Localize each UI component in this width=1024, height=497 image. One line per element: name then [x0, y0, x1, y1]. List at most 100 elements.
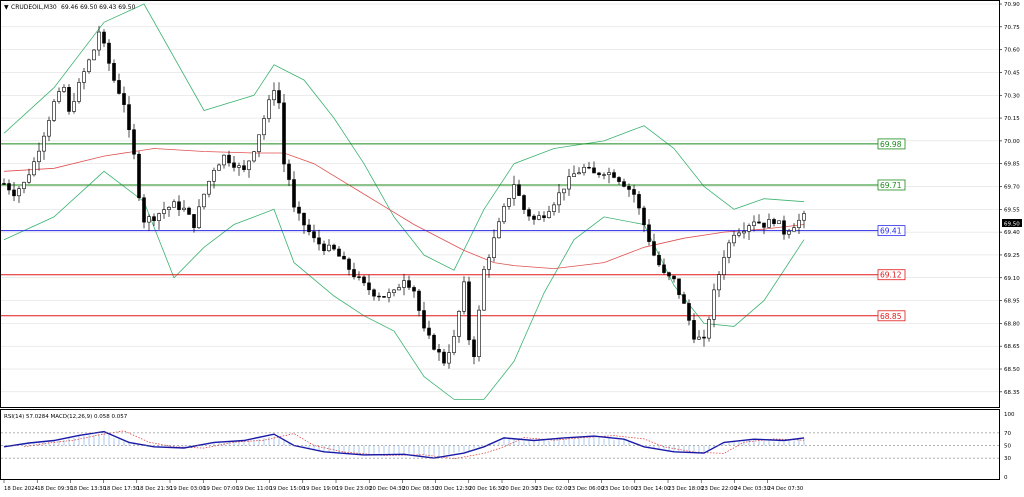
- candle-body: [727, 242, 731, 258]
- candle-body: [432, 334, 436, 350]
- candle-body: [227, 154, 231, 164]
- candle-body: [42, 135, 46, 152]
- level-label-box: [877, 310, 906, 322]
- candle-body: [622, 181, 626, 187]
- candle-body: [647, 224, 651, 242]
- time-axis-label: 23 Dec 22:00: [701, 486, 737, 492]
- current-price-value: 69.50: [1004, 222, 1020, 228]
- candle-body: [712, 289, 716, 320]
- candle-body: [262, 118, 266, 136]
- level-label-box: [877, 138, 906, 150]
- candle-body: [802, 213, 806, 221]
- candle-body: [442, 351, 446, 364]
- level-label: 69.98: [880, 140, 902, 149]
- candle-body: [467, 281, 471, 341]
- candle-body: [187, 207, 191, 215]
- time-axis-label: 19 Dec 11:00: [236, 486, 272, 492]
- time-axis-label: 18 Dec 13:30: [70, 486, 106, 492]
- candle-body: [597, 172, 601, 176]
- indicator-series: [3, 430, 805, 460]
- candle-body: [62, 86, 66, 92]
- candle-body: [797, 219, 801, 228]
- price-tick-label: 68.65: [1004, 344, 1020, 350]
- ohlc-label: 69.46 69.50 69.43 69.50: [61, 4, 136, 11]
- price-tick-label: 70.00: [1004, 139, 1020, 145]
- candle-body: [532, 215, 536, 220]
- candle-body: [217, 164, 221, 171]
- indicator-axis-label: 100: [1004, 412, 1015, 418]
- candle-body: [57, 91, 61, 102]
- candle-body: [722, 257, 726, 275]
- candle-body: [757, 221, 761, 224]
- symbol-label: CRUDEOIL,M30: [11, 4, 57, 11]
- indicator-label: RSI(14) 57.0284 MACD(12,26,9) 0.058 0.05…: [4, 414, 128, 420]
- candle-body: [537, 215, 541, 220]
- price-tick-label: 68.95: [1004, 299, 1020, 305]
- candle-body: [417, 290, 421, 311]
- price-tick-label: 69.70: [1004, 185, 1020, 191]
- price-tick-label: 68.80: [1004, 321, 1020, 327]
- candle-body: [52, 101, 56, 121]
- candle-body: [782, 220, 786, 235]
- candle-body: [577, 172, 581, 175]
- time-axis-label: 19 Dec 19:00: [303, 486, 339, 492]
- candle-body: [452, 336, 456, 353]
- candle-body: [77, 82, 81, 102]
- candle-body: [257, 134, 261, 152]
- candle-body: [522, 195, 526, 210]
- price-axis[interactable]: 70.90 70.75 70.60 70.45 70.30 70.15 70.00 69.85…: [1, 2, 1020, 481]
- candle-body: [482, 269, 486, 311]
- candle-body: [367, 282, 371, 291]
- candle-body: [167, 206, 171, 210]
- candle-body: [652, 241, 656, 256]
- candle-body: [312, 231, 316, 239]
- candle-body: [92, 49, 96, 61]
- candle-body: [132, 129, 136, 155]
- candle-body: [247, 160, 251, 170]
- candle-body: [202, 193, 206, 208]
- candle-body: [552, 204, 556, 212]
- candle-body: [107, 42, 111, 64]
- candle-body: [612, 172, 616, 178]
- candle-body: [762, 222, 766, 228]
- candle-body: [112, 63, 116, 81]
- candle-body: [462, 281, 466, 312]
- price-tick-label: 70.60: [1004, 48, 1020, 54]
- candle-body: [402, 280, 406, 288]
- time-axis-label: 23 Dec 10:00: [602, 486, 638, 492]
- candle-body: [342, 255, 346, 260]
- candle-body: [632, 189, 636, 195]
- candle-body: [562, 188, 566, 194]
- candle-body: [502, 206, 506, 223]
- candle-body: [777, 220, 781, 224]
- candle-body: [277, 90, 281, 104]
- candle-body: [332, 244, 336, 250]
- candle-body: [637, 194, 641, 209]
- candle-body: [152, 216, 156, 221]
- candle-body: [127, 104, 131, 131]
- candle-body: [387, 292, 391, 298]
- candle-body: [492, 237, 496, 258]
- level-label-box: [877, 179, 906, 191]
- candle-body: [667, 272, 671, 277]
- time-axis-label: 18 Dec 09:30: [37, 486, 73, 492]
- candle-body: [242, 165, 246, 170]
- candle-body: [2, 183, 6, 185]
- candle-body: [507, 198, 511, 207]
- time-axis-label: 23 Dec 14:00: [635, 486, 671, 492]
- time-axis-label: 19 Dec 07:00: [203, 486, 239, 492]
- candle-body: [212, 170, 216, 182]
- time-axis-label: 20 Dec 12:30: [436, 486, 472, 492]
- candle-body: [192, 214, 196, 229]
- price-tick-label: 70.75: [1004, 25, 1020, 31]
- candle-body: [742, 231, 746, 234]
- candle-body: [137, 153, 141, 199]
- candle-body: [327, 244, 331, 252]
- time-axis-label: 20 Dec 16:30: [469, 486, 505, 492]
- time-axis-label: 18 Dec 21:30: [137, 486, 173, 492]
- symbol-dropdown-icon[interactable]: ▼: [4, 4, 9, 11]
- candle-body: [142, 197, 146, 223]
